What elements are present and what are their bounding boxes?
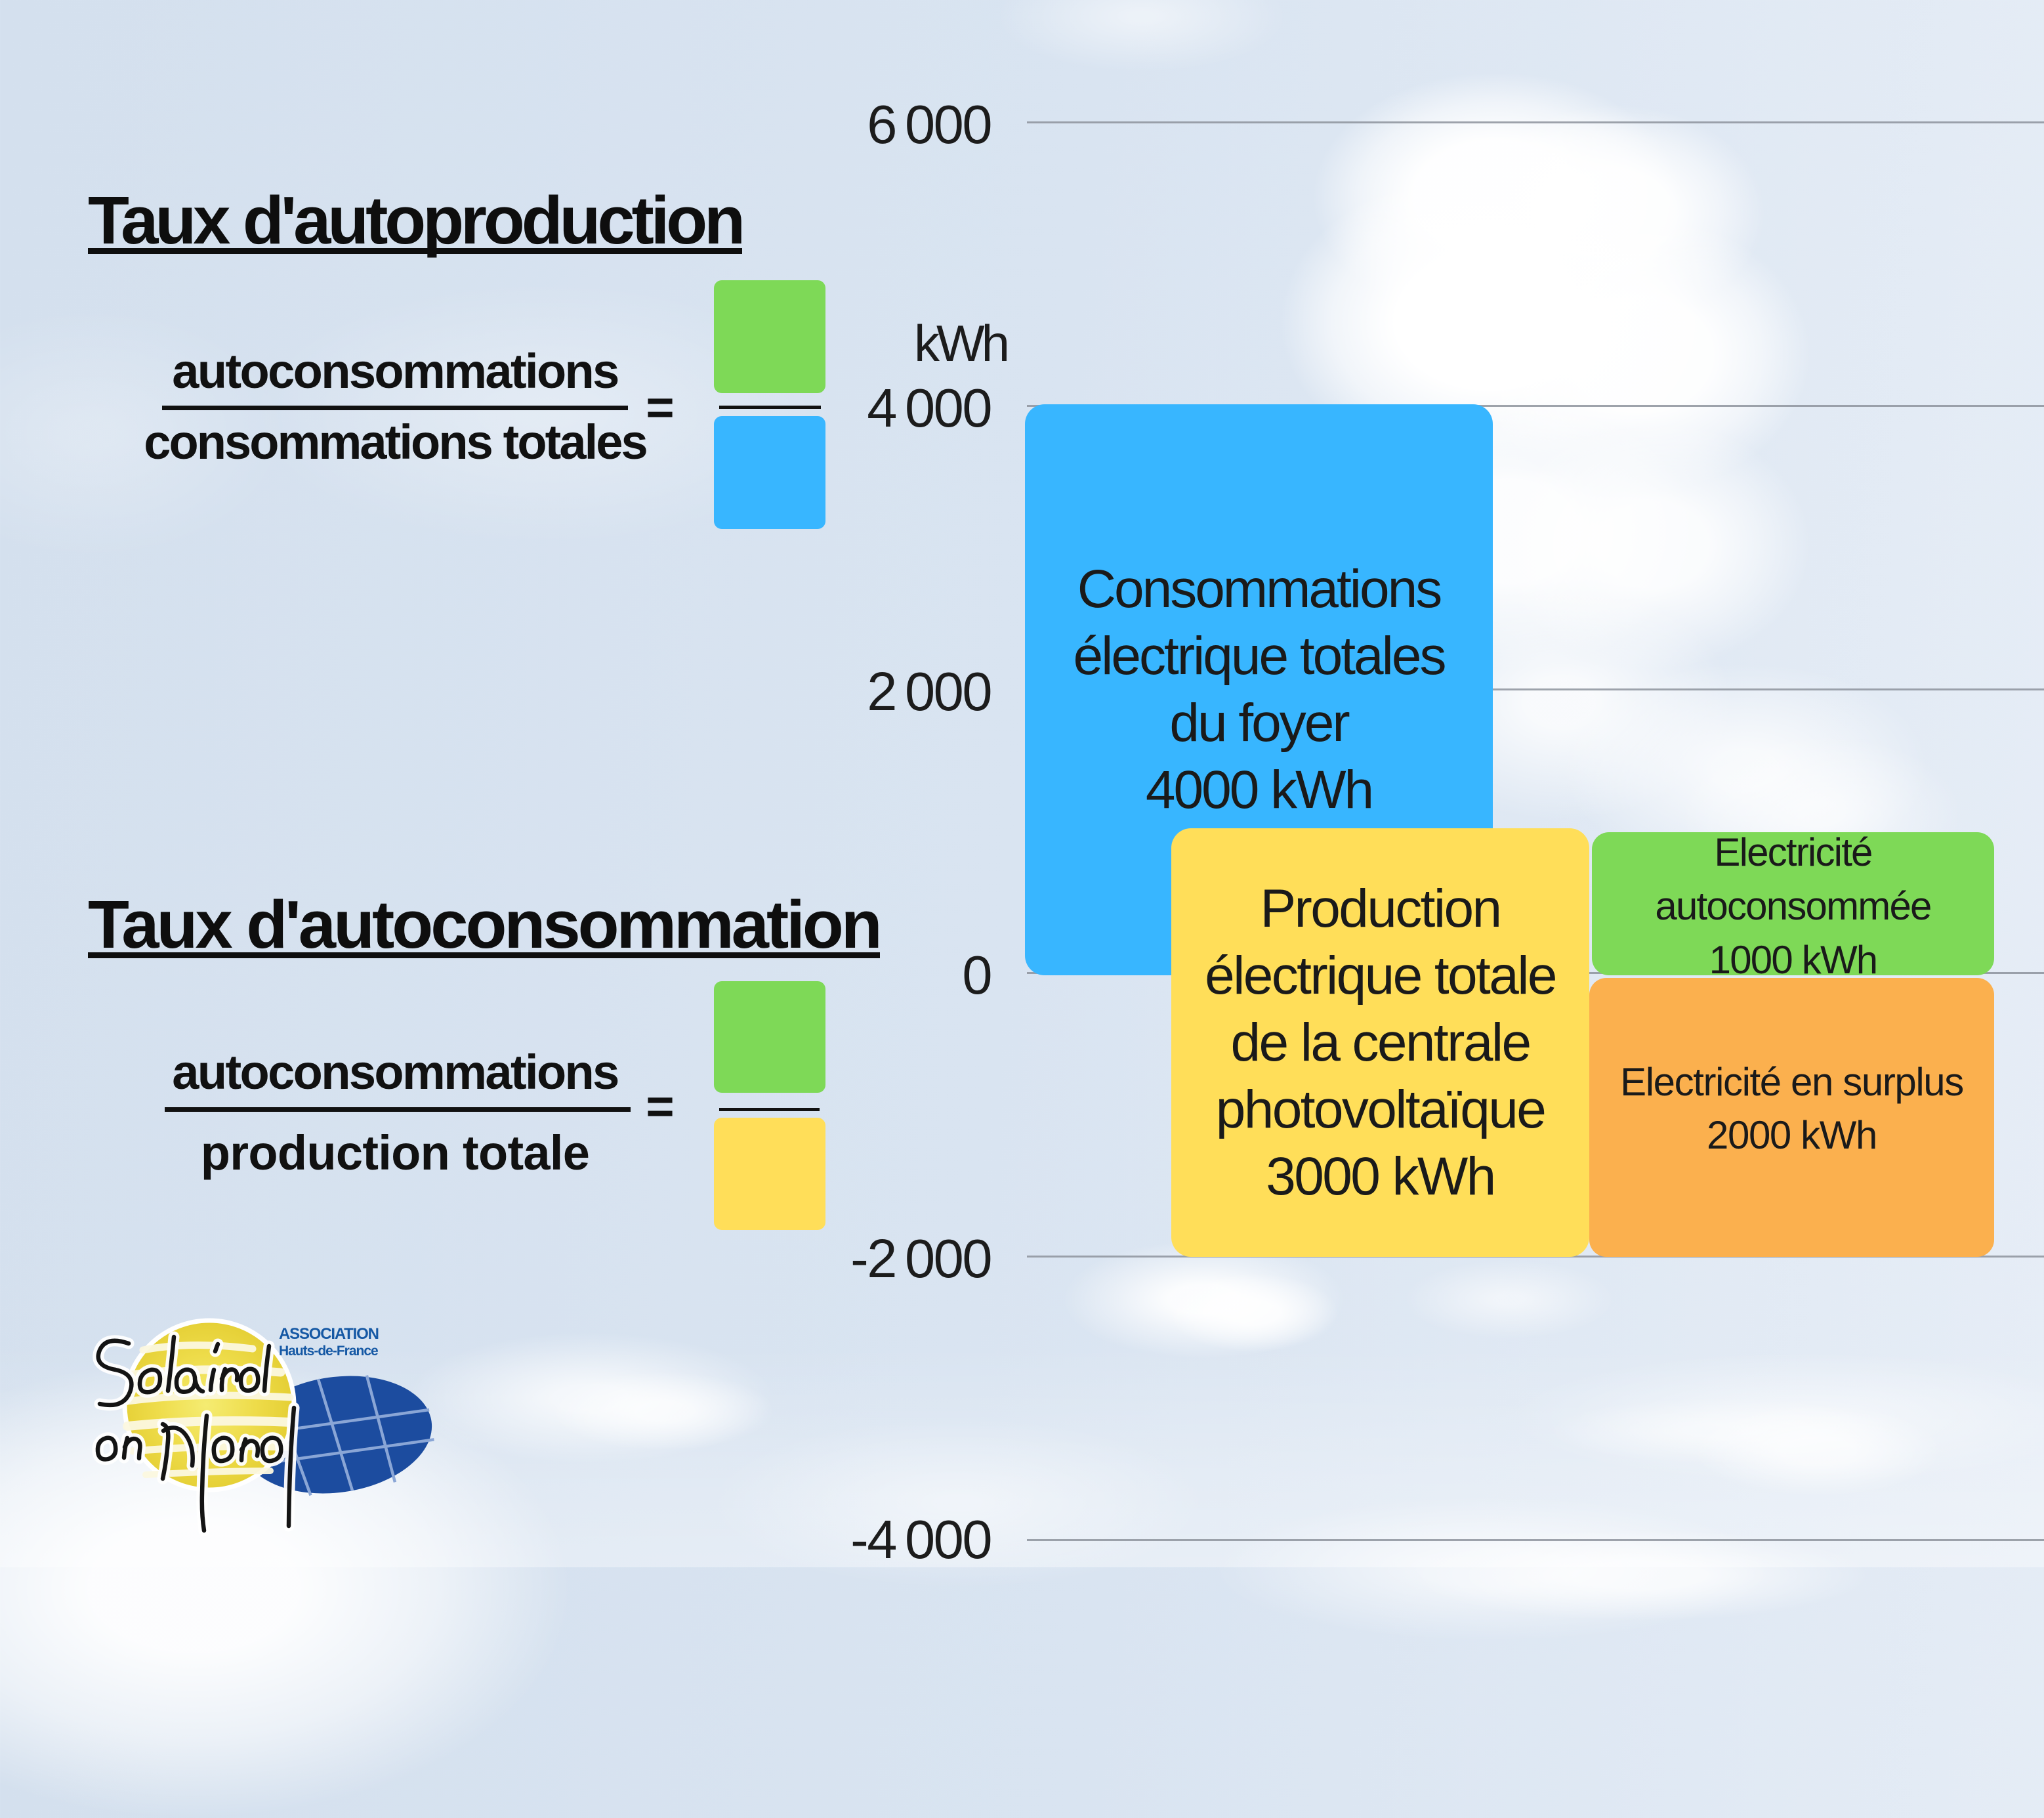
svg-text:Hauts-de-France: Hauts-de-France: [279, 1343, 378, 1359]
svg-text:ASSOCIATION: ASSOCIATION: [279, 1325, 379, 1343]
